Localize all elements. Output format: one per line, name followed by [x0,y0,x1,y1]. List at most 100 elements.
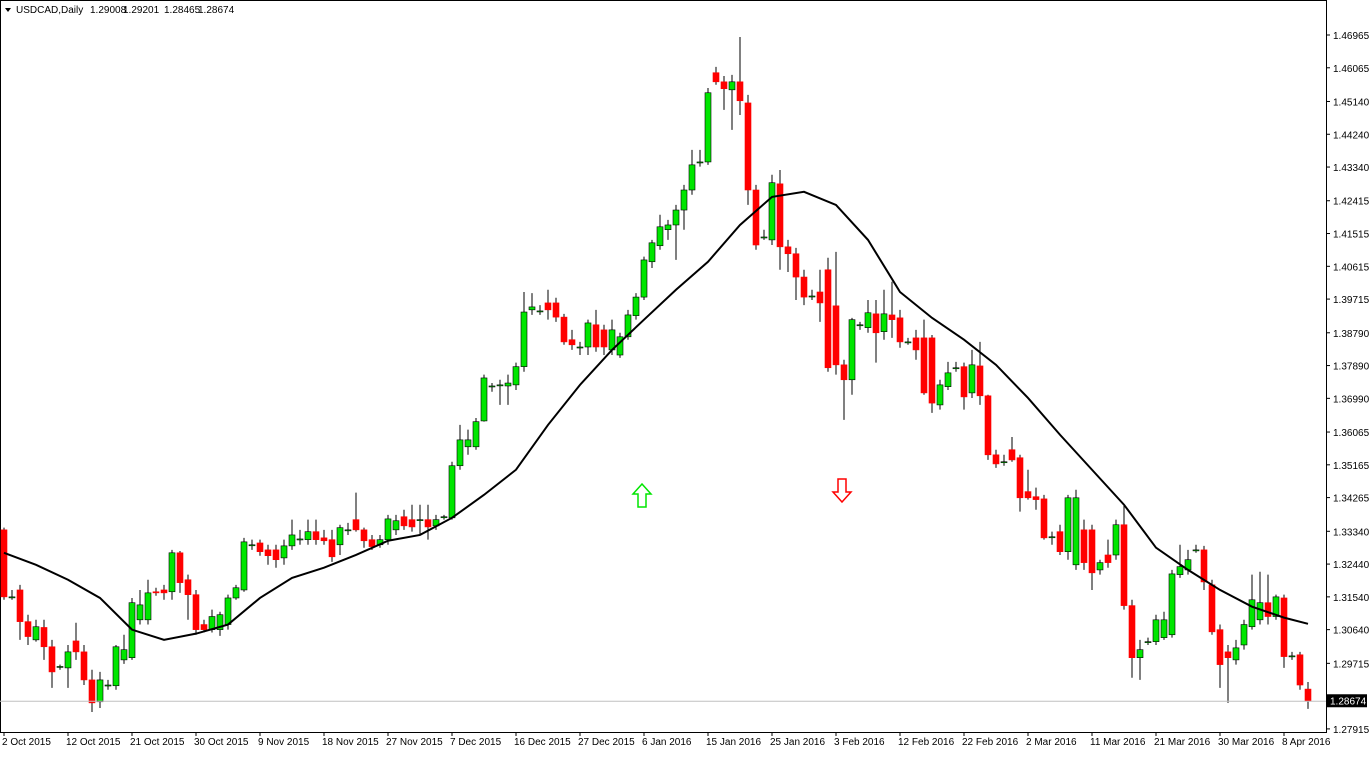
y-tick-label: 1.32440 [1333,560,1369,571]
bear-body [712,72,720,83]
bull-body [456,439,464,467]
bull-body [584,322,592,348]
bear-body [784,246,792,255]
bear-body [408,519,416,528]
x-tick-label: 21 Oct 2015 [130,737,185,748]
bear-body [1280,597,1288,657]
bear-body [176,552,184,583]
bull-body [440,516,448,519]
x-tick-label: 2 Mar 2016 [1026,737,1077,748]
bull-body [240,541,248,591]
bull-body [1288,655,1296,658]
bear-body [1056,531,1064,552]
bull-body [344,529,352,532]
x-tick-label: 30 Mar 2016 [1218,737,1275,748]
moving-average [3,190,1309,641]
bull-body [168,552,176,593]
bear-body [544,302,552,311]
bull-body [504,382,512,387]
bull-body [1192,549,1200,552]
bull-body [1072,497,1080,566]
bull-body [1160,619,1168,638]
bull-body [512,366,520,386]
bull-body [768,182,776,241]
bull-body [472,421,480,448]
y-tick-label: 1.46965 [1333,31,1369,42]
bear-body [328,539,336,558]
bear-body [1080,529,1088,563]
bear-body [1088,529,1096,574]
x-tick-label: 8 Apr 2016 [1282,737,1331,748]
x-tick-label: 15 Jan 2016 [706,737,761,748]
bull-body [1000,461,1008,464]
x-tick-label: 6 Jan 2016 [642,737,692,748]
bear-body [816,291,824,304]
header-high: 1.29201 [123,5,160,16]
x-tick-label: 25 Jan 2016 [770,737,825,748]
bull-body [1248,599,1256,628]
bear-body [184,579,192,595]
bear-body [920,337,928,394]
x-tick-label: 27 Nov 2015 [386,737,443,748]
bear-body [1120,524,1128,606]
bear-body [928,337,936,404]
x-tick-label: 3 Feb 2016 [834,737,885,748]
bear-body [424,519,432,528]
bear-body [360,529,368,542]
current-price-label: 1.28674 [1330,696,1367,707]
y-tick-label: 1.36990 [1333,394,1369,405]
bull-body [680,189,688,211]
y-tick-label: 1.37890 [1333,362,1369,373]
bear-body [72,640,80,653]
bear-body [1016,457,1024,499]
x-tick-label: 16 Dec 2015 [514,737,571,748]
x-tick-label: 9 Nov 2015 [258,737,310,748]
bull-body [32,626,40,641]
bear-body [560,316,568,343]
bear-body [736,81,744,102]
bull-body [448,465,456,519]
bull-body [1144,641,1152,643]
bear-body [1032,496,1040,500]
bull-body [664,224,672,230]
x-tick-label: 12 Oct 2015 [66,737,121,748]
bear-body [896,317,904,343]
bear-body [752,189,760,246]
y-tick-label: 1.41515 [1333,230,1369,241]
bull-body [96,679,104,703]
bear-body [1128,605,1136,658]
bull-body [464,439,472,448]
bear-body [984,395,992,456]
bear-body [1304,688,1312,702]
bear-body [792,253,800,278]
x-tick-label: 18 Nov 2015 [322,737,379,748]
bull-body [1096,562,1104,571]
bull-body [640,259,648,298]
bear-body [1040,498,1048,539]
bull-body [104,684,112,687]
bear-body [992,454,1000,465]
bear-body [160,589,168,594]
header-close: 1.28674 [198,5,235,16]
bull-body [936,384,944,406]
bear-body [960,366,968,398]
bull-body [232,587,240,599]
symbol-title: USDCAD,Daily [16,5,83,16]
bear-body [568,339,576,346]
x-tick-label: 7 Dec 2015 [450,737,502,748]
bull-body [136,604,144,621]
bull-body [688,164,696,191]
bear-body [1200,549,1208,583]
bull-body [1152,619,1160,642]
bear-body [1264,602,1272,617]
bear-body [600,329,608,348]
y-tick-label: 1.33340 [1333,527,1369,538]
bull-body [336,527,344,546]
bull-body [304,531,312,540]
bear-body [320,537,328,542]
bear-body [88,679,96,704]
y-tick-label: 1.42415 [1333,197,1369,208]
bear-body [824,269,832,369]
bull-body [384,518,392,540]
